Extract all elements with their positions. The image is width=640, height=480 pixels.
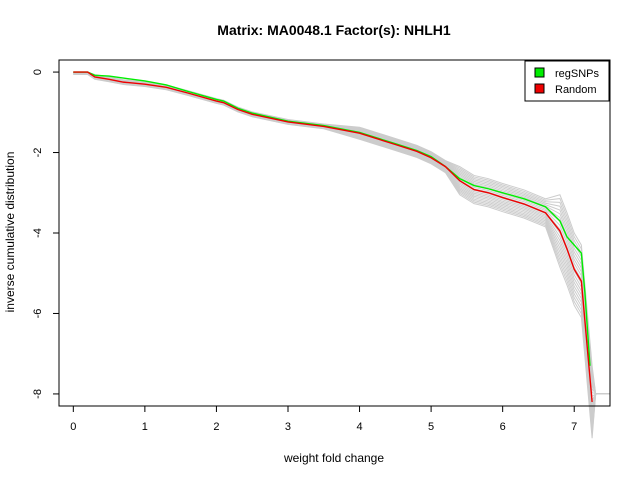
background-curve [73, 71, 610, 402]
x-tick-label: 7 [571, 421, 577, 433]
background-curve [73, 72, 610, 412]
background-curve [73, 71, 610, 395]
x-tick-label: 1 [142, 421, 148, 433]
y-tick-label: -2 [32, 148, 44, 158]
x-axis-label: weight fold change [283, 451, 384, 465]
y-tick-label: -6 [32, 309, 44, 319]
y-tick-label: 0 [32, 69, 44, 75]
y-axis: 0 -2 -4 -6 -8 [32, 69, 60, 399]
background-curve [73, 71, 610, 395]
y-tick-label: -8 [32, 389, 44, 399]
background-curve [73, 71, 610, 398]
y-axis-label: inverse cumulative distribution [3, 152, 17, 313]
x-tick-label: 5 [428, 421, 434, 433]
legend-label-random: Random [555, 84, 597, 96]
x-tick-label: 4 [356, 421, 362, 433]
background-curve [73, 71, 610, 405]
background-curve [73, 72, 610, 416]
x-tick-label: 0 [70, 421, 76, 433]
series-lines [73, 71, 593, 403]
background-random-curves [73, 71, 610, 439]
legend: regSNPs Random [524, 60, 610, 102]
legend-swatch-random [534, 83, 545, 94]
x-axis: 0 1 2 3 4 5 6 7 [70, 405, 577, 433]
background-curve [73, 71, 610, 395]
background-curve [73, 71, 610, 395]
background-curve [73, 71, 610, 395]
series-line-regsnps [73, 71, 591, 366]
legend-label-regsnps: regSNPs [555, 68, 600, 80]
background-curve [73, 71, 610, 395]
chart-title: Matrix: MA0048.1 Factor(s): NHLH1 [217, 22, 451, 38]
background-curve [73, 71, 610, 395]
background-curve [73, 71, 610, 408]
series-line-random [73, 71, 593, 403]
y-tick-label: -4 [32, 228, 44, 238]
x-tick-label: 2 [213, 421, 219, 433]
x-tick-label: 6 [500, 421, 506, 433]
plot-frame [58, 59, 611, 407]
x-tick-label: 3 [285, 421, 291, 433]
legend-swatch-regsnps [534, 67, 545, 78]
background-curve [73, 71, 610, 395]
